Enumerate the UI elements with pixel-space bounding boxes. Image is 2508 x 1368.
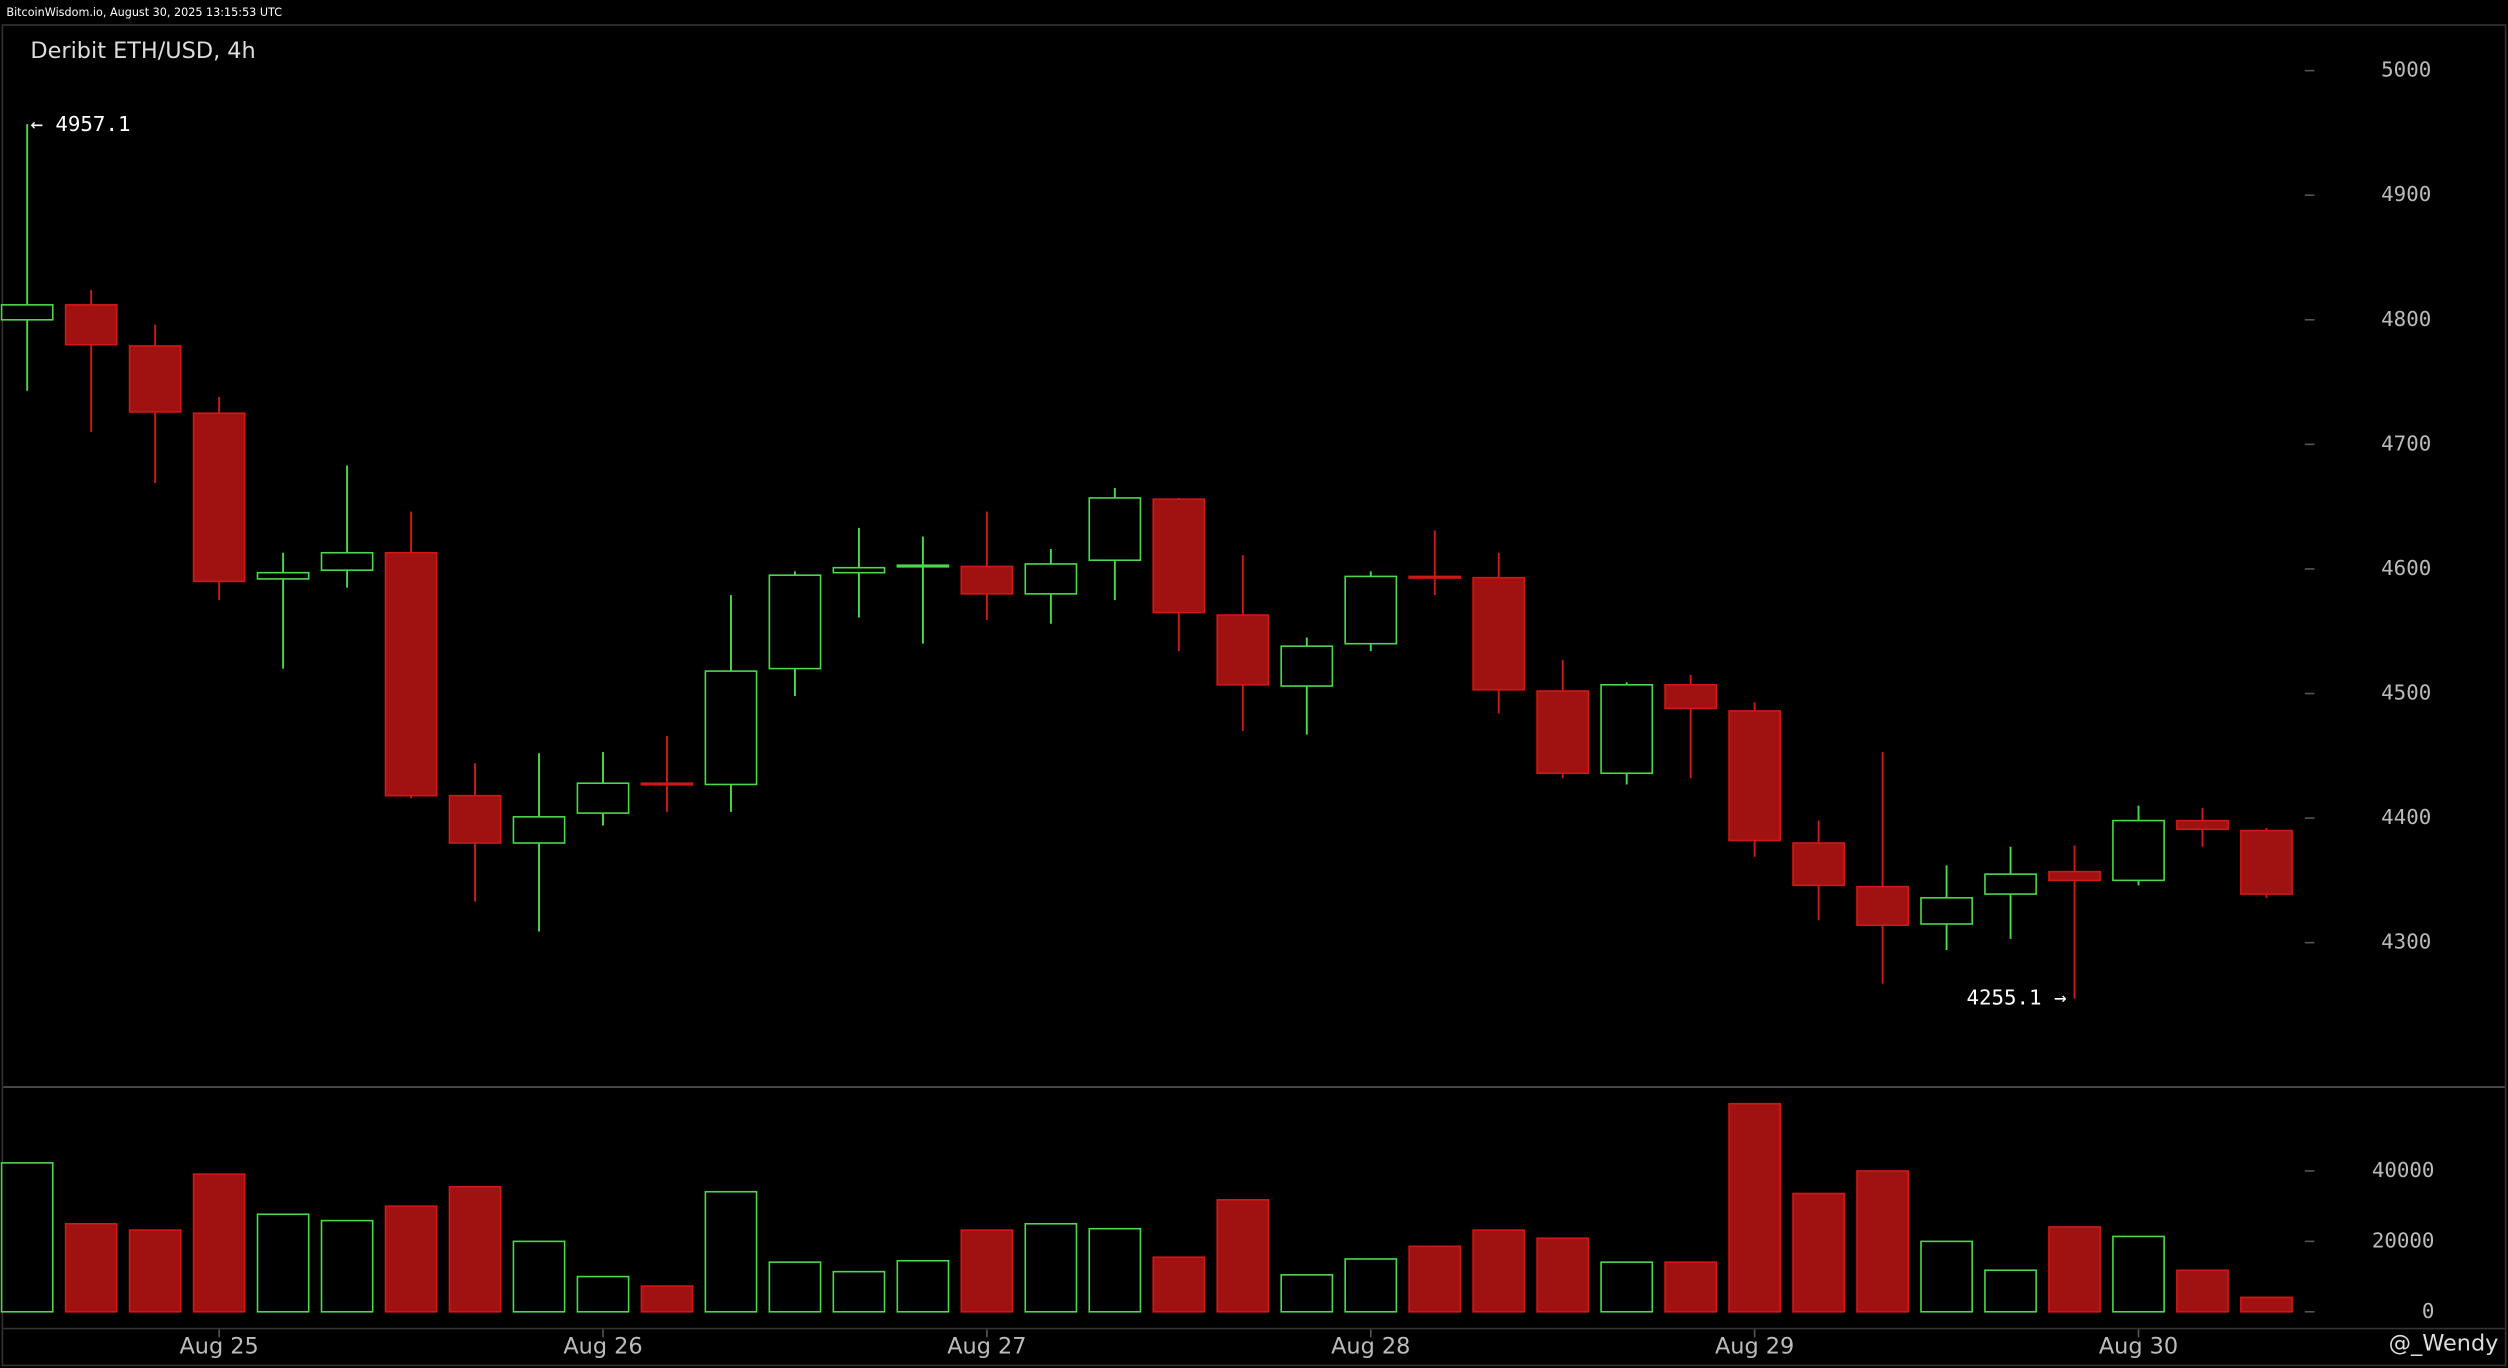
volume-tick-label: 0 [2422, 1299, 2435, 1323]
candle-body [128, 345, 182, 413]
candle-body [640, 782, 694, 786]
candle-body [832, 566, 886, 574]
volume-bar [1920, 1240, 1973, 1313]
y-tick-label: 4400 [2381, 805, 2431, 829]
candle-body [448, 794, 502, 844]
volume-bar [64, 1222, 118, 1313]
y-tick-label: 4700 [2381, 431, 2431, 455]
volume-bar [1536, 1237, 1590, 1313]
candle-body [1024, 563, 1078, 595]
x-tick-label: Aug 28 [1331, 1333, 1410, 1359]
chart-title: Deribit ETH/USD, 4h [30, 38, 255, 64]
volume-bar [1088, 1227, 1142, 1313]
candle-body [64, 304, 118, 346]
x-tick-label: Aug 27 [947, 1333, 1026, 1359]
candle-body [1216, 614, 1270, 686]
volume-bar [0, 1162, 54, 1313]
volume-bar [1728, 1102, 1782, 1313]
candle-body [1664, 683, 1718, 710]
volume-bar [960, 1229, 1014, 1313]
candle-body [1344, 575, 1398, 645]
candle-body [1984, 873, 2037, 895]
volume-bar [1344, 1258, 1398, 1313]
volume-bar [896, 1259, 950, 1313]
x-tick-label: Aug 25 [179, 1333, 258, 1359]
volume-bar [256, 1213, 310, 1313]
candle-body [1152, 498, 1206, 614]
y-tick-label: 4300 [2381, 930, 2431, 954]
candle-body [1472, 576, 1526, 691]
annotation-high: ← 4957.1 [30, 112, 130, 136]
volume-bar [704, 1190, 758, 1313]
volume-bar [1856, 1170, 1909, 1313]
y-tick-label: 5000 [2381, 58, 2431, 82]
y-tick-label: 4900 [2381, 182, 2431, 206]
x-tick-label: Aug 26 [563, 1333, 642, 1359]
volume-bar [448, 1186, 502, 1313]
volume-bar [1664, 1261, 1718, 1313]
candle-body [2240, 829, 2293, 895]
candle-body [2176, 819, 2229, 831]
volume-bar [384, 1205, 438, 1313]
volume-bar [512, 1240, 566, 1313]
volume-bar [2048, 1226, 2101, 1313]
candle-body [1792, 842, 1846, 887]
volume-bar [1280, 1274, 1334, 1313]
candle-body [1280, 645, 1334, 687]
x-tick-label: Aug 29 [1715, 1333, 1794, 1359]
header-source: BitcoinWisdom.io, August 30, 2025 13:15:… [6, 6, 282, 19]
volume-bar [2112, 1235, 2165, 1313]
y-tick-label: 4500 [2381, 681, 2431, 705]
volume-bar [128, 1229, 182, 1313]
candle-body [576, 782, 630, 814]
volume-bar [1152, 1256, 1206, 1313]
candle-body [2112, 819, 2165, 882]
annotation-low: 4255.1 → [1966, 985, 2066, 1009]
volume-bar [1408, 1245, 1462, 1313]
candle-body [1856, 885, 1909, 927]
volume-bar [640, 1285, 694, 1313]
volume-tick-label: 20000 [2372, 1228, 2435, 1252]
candle-body [1728, 710, 1782, 842]
frame [1, 24, 2507, 1367]
candle-body [256, 571, 310, 580]
volume-bar [576, 1275, 630, 1313]
x-tick-label: Aug 30 [2099, 1333, 2178, 1359]
candle-body [192, 412, 246, 583]
volume-bar [768, 1261, 822, 1313]
candle-body [384, 551, 438, 797]
candle-body [1408, 575, 1462, 579]
candle-body [768, 574, 822, 670]
candle-body [512, 816, 566, 844]
candle-body [2048, 870, 2101, 882]
candle-body [896, 564, 950, 568]
volume-bar [2176, 1269, 2229, 1313]
watermark: @_Wendy [2389, 1330, 2499, 1356]
volume-bar [2240, 1296, 2293, 1313]
candle-body [960, 565, 1014, 595]
volume-bar [1600, 1261, 1654, 1313]
candle-body [1088, 497, 1142, 562]
volume-bar [320, 1219, 374, 1313]
volume-bar [192, 1173, 246, 1313]
candle-body [704, 670, 758, 786]
y-tick-label: 4600 [2381, 556, 2431, 580]
volume-bar [1472, 1229, 1526, 1313]
candle-body [1920, 897, 1973, 925]
volume-bar [1024, 1222, 1078, 1313]
candle-body [0, 304, 54, 321]
candle-body [1600, 683, 1654, 775]
candle-body [1536, 690, 1590, 775]
volume-bar [832, 1270, 886, 1313]
volume-bar [1984, 1269, 2037, 1313]
volume-bar [1216, 1199, 1270, 1313]
volume-bar [1792, 1192, 1846, 1313]
volume-tick-label: 40000 [2372, 1158, 2435, 1182]
y-tick-label: 4800 [2381, 307, 2431, 331]
candle-body [320, 551, 374, 571]
